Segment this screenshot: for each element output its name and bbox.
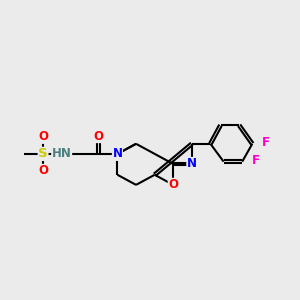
Text: N: N [187,158,197,170]
Text: HN: HN [52,147,72,161]
Text: O: O [38,164,48,177]
Text: F: F [262,136,270,149]
Text: O: O [168,178,178,191]
Text: O: O [94,130,104,142]
Text: S: S [38,147,48,161]
Text: O: O [38,130,48,143]
Text: F: F [252,154,260,166]
Text: N: N [112,147,122,161]
